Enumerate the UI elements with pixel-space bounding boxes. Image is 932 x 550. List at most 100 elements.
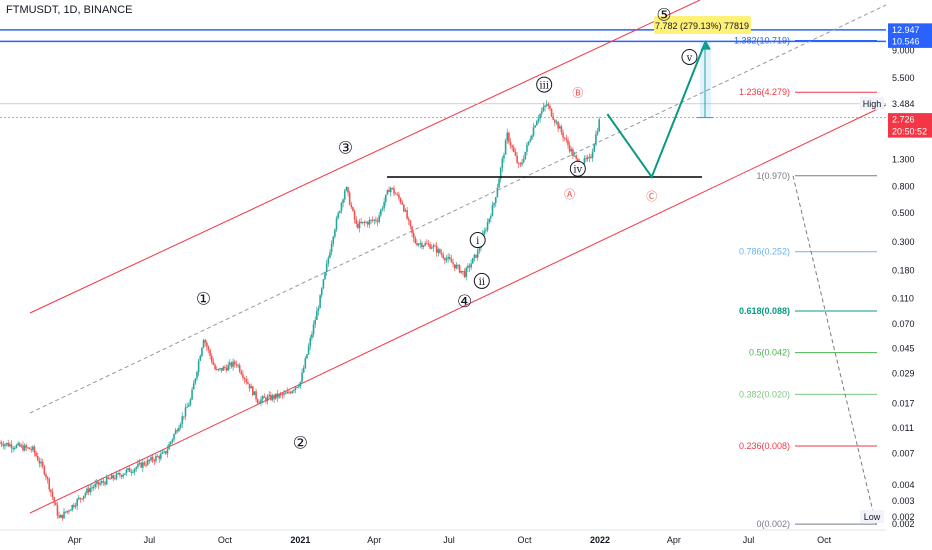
candle-body (120, 475, 123, 477)
candle-body (562, 132, 564, 138)
candle-body (366, 222, 369, 225)
candle-body (575, 155, 577, 159)
candle-body (74, 505, 77, 507)
candle-body (43, 466, 46, 475)
candle-body (248, 383, 251, 389)
candle-body (207, 346, 210, 350)
candle-body (330, 243, 333, 253)
candle-body (255, 391, 257, 400)
candle-body (76, 499, 78, 506)
candle-body (521, 162, 523, 165)
candle-body (165, 451, 167, 454)
candle-body (508, 132, 510, 142)
candle-body (352, 207, 354, 211)
candle-body (227, 365, 229, 371)
candle-body (540, 110, 543, 114)
candle-body (233, 361, 236, 365)
candle-body (343, 190, 346, 200)
candle-body (237, 365, 239, 367)
candle-body (214, 364, 216, 370)
candle-body (77, 497, 80, 500)
candle-body (535, 121, 538, 126)
projection-path (606, 40, 707, 180)
candle-body (470, 263, 472, 268)
candle-body (388, 190, 390, 193)
fib-trend-line (792, 175, 877, 525)
candle-body (485, 229, 487, 231)
candle-body (434, 245, 436, 247)
candle-body (558, 126, 561, 129)
candle-body (529, 139, 532, 142)
fib-level-label: 1.236(4.279) (739, 87, 790, 97)
candle-body (100, 481, 103, 484)
y-tick-label: 0.500 (892, 208, 915, 218)
candle-body (393, 188, 395, 194)
candle-body (445, 258, 448, 261)
candle-body (416, 243, 418, 246)
countdown-label: 20:50:52 (892, 127, 927, 137)
candle-body (595, 134, 597, 145)
candle-body (407, 218, 410, 221)
candle-body (9, 444, 11, 447)
candle-body (0, 442, 3, 445)
candle-body (278, 394, 280, 398)
candle-body (265, 397, 267, 402)
candle-body (590, 156, 592, 158)
candle-body (593, 144, 596, 152)
candle-body (250, 386, 252, 389)
candle-body (555, 121, 558, 123)
wave-label-circle (536, 76, 553, 93)
candle-body (478, 248, 481, 251)
candle-body (531, 135, 533, 140)
candle-body (526, 144, 528, 152)
candle-body (212, 361, 215, 365)
candle-body (360, 221, 362, 223)
candle-body (465, 268, 468, 278)
candle-body (217, 368, 220, 370)
y-tick-label: 0.029 (892, 368, 915, 378)
candle-body (403, 204, 405, 212)
candle-body (332, 236, 335, 244)
candle-body (125, 469, 128, 474)
candle-body (256, 399, 259, 403)
y-tick-label: 9.000 (892, 45, 915, 55)
candle-body (146, 459, 149, 465)
candle-body (158, 456, 161, 459)
candle-body (48, 479, 51, 490)
candle-body (273, 395, 275, 399)
x-tick-label: Jul (443, 535, 455, 545)
wave-label: ⑤ (656, 6, 671, 26)
candle-body (468, 265, 471, 268)
candle-body (557, 121, 559, 129)
y-tick-label: 0.070 (892, 319, 915, 329)
candle-body (294, 387, 297, 391)
x-tick-label: Jul (144, 535, 156, 545)
candle-body (82, 495, 85, 499)
low-label-bg (860, 510, 884, 523)
candle-body (322, 279, 325, 289)
candle-body (59, 514, 62, 518)
candle-body (247, 381, 249, 384)
candle-body (406, 210, 408, 219)
candle-body (197, 360, 200, 372)
candle-body (102, 481, 105, 483)
candle-body (238, 365, 241, 372)
projection-arrowhead (700, 40, 711, 50)
candle-body (130, 471, 133, 473)
candle-body (596, 131, 599, 135)
candle-body (87, 488, 90, 493)
candle-body (545, 104, 548, 106)
candle-body (412, 232, 415, 239)
candle-body (309, 338, 312, 347)
candle-body (572, 149, 574, 157)
candle-body (25, 445, 28, 448)
candle-body (184, 407, 187, 417)
candle-body (66, 510, 69, 513)
candle-body (534, 125, 536, 128)
candle-body (97, 481, 100, 485)
x-tick-label: Apr (68, 535, 82, 545)
candle-body (189, 399, 192, 406)
candle-body (199, 355, 202, 361)
wave-label: ⅴ (686, 53, 693, 64)
